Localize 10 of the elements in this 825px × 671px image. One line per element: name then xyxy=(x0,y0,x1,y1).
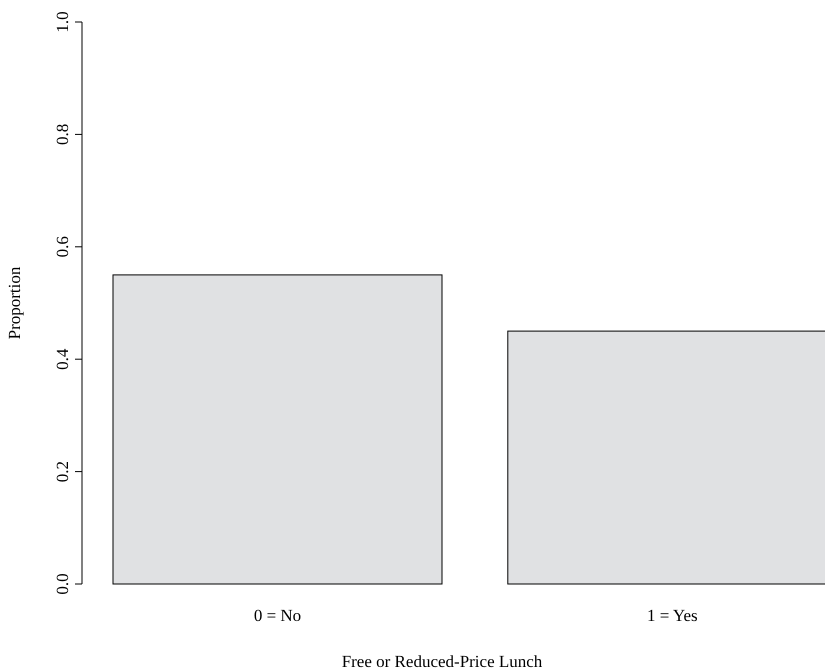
y-tick-label: 0.4 xyxy=(53,348,72,370)
y-tick-label: 1.0 xyxy=(53,11,72,33)
x-axis-title: Free or Reduced-Price Lunch xyxy=(342,652,543,671)
x-tick-label: 0 = No xyxy=(254,606,302,625)
y-tick-label: 0.0 xyxy=(53,573,72,595)
y-tick-label: 0.8 xyxy=(53,124,72,146)
x-tick-label: 1 = Yes xyxy=(646,606,698,625)
y-tick-label: 0.6 xyxy=(53,236,72,258)
y-tick-label: 0.2 xyxy=(53,460,72,482)
y-axis-title: Proportion xyxy=(5,266,24,340)
